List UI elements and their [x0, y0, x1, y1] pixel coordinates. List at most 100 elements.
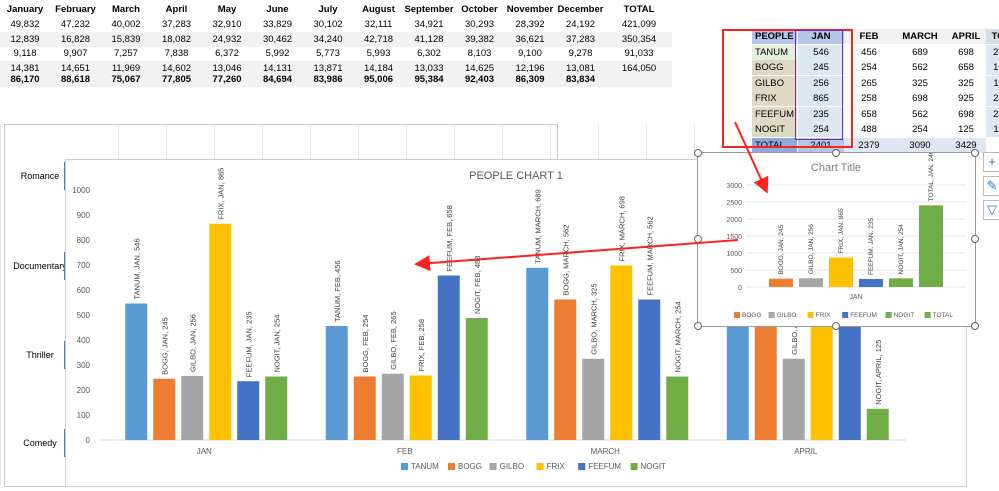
resize-handle[interactable] [832, 322, 840, 330]
table-cell[interactable]: 33,829 [262, 19, 293, 30]
table-cell[interactable]: August [362, 4, 395, 15]
people-cell[interactable]: 546 [798, 44, 844, 60]
bar-bogg-march[interactable] [554, 299, 577, 441]
table-cell[interactable]: October [461, 4, 498, 15]
table-cell[interactable]: 18,082 [161, 33, 192, 45]
resize-handle[interactable] [971, 322, 979, 330]
table-cell[interactable]: 28,392 [515, 19, 545, 30]
chart-styles-button[interactable]: ✎ [983, 176, 999, 196]
table-cell[interactable]: 13,033 [414, 62, 444, 74]
people-cell[interactable]: 265 [844, 75, 894, 91]
table-cell[interactable]: January [6, 4, 44, 15]
table-cell[interactable]: 7,257 [114, 48, 138, 59]
people-cell[interactable]: 488 [844, 122, 894, 137]
table-cell[interactable]: 5,993 [366, 48, 391, 59]
people-cell[interactable]: FEB [844, 29, 894, 44]
bar-bogg-jan[interactable] [153, 378, 176, 440]
bar-gilbo-march[interactable] [582, 358, 605, 440]
people-cell[interactable]: 2401 [798, 137, 844, 153]
bar-frix-feb[interactable] [409, 375, 432, 441]
table-cell[interactable]: 5,773 [316, 48, 340, 59]
table-cell[interactable]: 83,986 [313, 74, 343, 85]
table-cell[interactable]: 14,625 [464, 62, 495, 74]
bar-nogit-jan[interactable] [265, 376, 288, 441]
people-cell[interactable]: 698 [946, 44, 986, 60]
table-cell[interactable]: 350,354 [621, 33, 657, 45]
people-cell[interactable]: 235 [798, 106, 844, 122]
people-cell[interactable]: 256 [798, 75, 844, 91]
people-cell[interactable]: 117 [986, 75, 999, 91]
bar-frix-march[interactable] [610, 265, 633, 441]
table-cell[interactable]: 34,240 [313, 33, 343, 45]
table-cell[interactable]: July [318, 4, 338, 15]
people-cell[interactable]: 254 [844, 60, 894, 75]
small-bar-total[interactable] [919, 205, 943, 287]
table-cell[interactable]: 77,805 [161, 74, 192, 85]
resize-handle[interactable] [694, 149, 702, 157]
table-cell[interactable]: 9,118 [13, 48, 37, 59]
resize-handle[interactable] [694, 322, 702, 330]
table-cell[interactable]: March [112, 4, 140, 15]
table-cell[interactable]: 16,828 [60, 33, 91, 45]
table-cell[interactable]: 9,100 [518, 48, 542, 59]
table-cell[interactable]: 42,718 [363, 33, 394, 45]
people-cell[interactable]: 274 [986, 91, 999, 106]
table-cell[interactable]: 14,651 [60, 62, 91, 74]
table-cell[interactable]: 9,278 [568, 48, 593, 59]
table-cell[interactable]: 421,099 [621, 19, 657, 30]
people-cell[interactable]: BOGG [752, 60, 797, 75]
table-cell[interactable]: 24,932 [212, 33, 242, 45]
people-cell[interactable]: GILBO [752, 75, 797, 91]
resize-handle[interactable] [971, 235, 979, 243]
resize-handle[interactable] [694, 235, 702, 243]
table-cell[interactable]: 13,046 [212, 62, 242, 74]
table-cell[interactable]: 12,196 [515, 62, 545, 74]
people-cell[interactable]: 254 [798, 122, 844, 137]
people-cell[interactable]: 562 [894, 106, 946, 122]
bar-bogg-feb[interactable] [353, 376, 376, 441]
table-cell[interactable]: 11,969 [111, 62, 141, 74]
table-cell[interactable]: 92,403 [464, 74, 495, 85]
people-cell[interactable]: MARCH [894, 29, 946, 44]
people-cell[interactable]: 658 [946, 60, 986, 75]
table-cell[interactable]: April [165, 4, 188, 15]
people-cell[interactable]: JAN [798, 29, 844, 44]
people-cell[interactable]: 215 [986, 106, 999, 122]
people-cell[interactable]: 698 [894, 91, 946, 106]
people-cell[interactable]: 325 [894, 75, 946, 91]
table-cell[interactable]: 13,081 [565, 62, 596, 74]
table-cell[interactable]: 6,372 [215, 48, 239, 59]
table-cell[interactable]: 86,170 [10, 74, 40, 85]
table-cell[interactable]: 47,232 [60, 19, 91, 30]
table-cell[interactable]: 32,910 [212, 19, 242, 30]
people-cell[interactable]: 2379 [844, 137, 894, 153]
table-cell[interactable]: February [55, 4, 96, 15]
table-cell[interactable]: 83,834 [565, 74, 596, 85]
table-cell[interactable]: November [506, 4, 554, 15]
people-cell[interactable]: 238 [986, 44, 999, 60]
bar-gilbo-april[interactable] [782, 358, 805, 440]
table-cell[interactable]: 14,131 [262, 62, 293, 74]
small-bar-frix[interactable] [829, 257, 853, 287]
table-cell[interactable]: 6,302 [417, 48, 441, 59]
bar-gilbo-feb[interactable] [381, 373, 404, 440]
table-cell[interactable]: 86,309 [515, 74, 545, 85]
bar-tanum-jan[interactable] [125, 303, 148, 441]
table-cell[interactable]: 39,382 [464, 33, 495, 45]
table-cell[interactable]: 84,694 [262, 74, 293, 85]
table-cell[interactable]: 14,381 [10, 62, 40, 74]
table-cell[interactable]: 91,033 [624, 48, 654, 59]
table-cell[interactable]: December [557, 4, 604, 15]
people-cell[interactable]: PEOPLE [752, 29, 797, 44]
table-cell[interactable]: 5,992 [265, 48, 290, 59]
table-cell[interactable]: 36,621 [515, 33, 545, 45]
people-cell[interactable]: 3090 [894, 137, 946, 153]
people-cell[interactable]: FEEFUM [752, 106, 797, 122]
resize-handle[interactable] [832, 149, 840, 157]
people-cell[interactable]: 698 [946, 106, 986, 122]
bar-tanum-feb[interactable] [325, 326, 348, 440]
people-cell[interactable]: 112 [986, 122, 999, 137]
people-cell[interactable]: 125 [946, 122, 986, 137]
people-cell[interactable]: 325 [946, 75, 986, 91]
small-bar-feefum[interactable] [859, 279, 883, 287]
